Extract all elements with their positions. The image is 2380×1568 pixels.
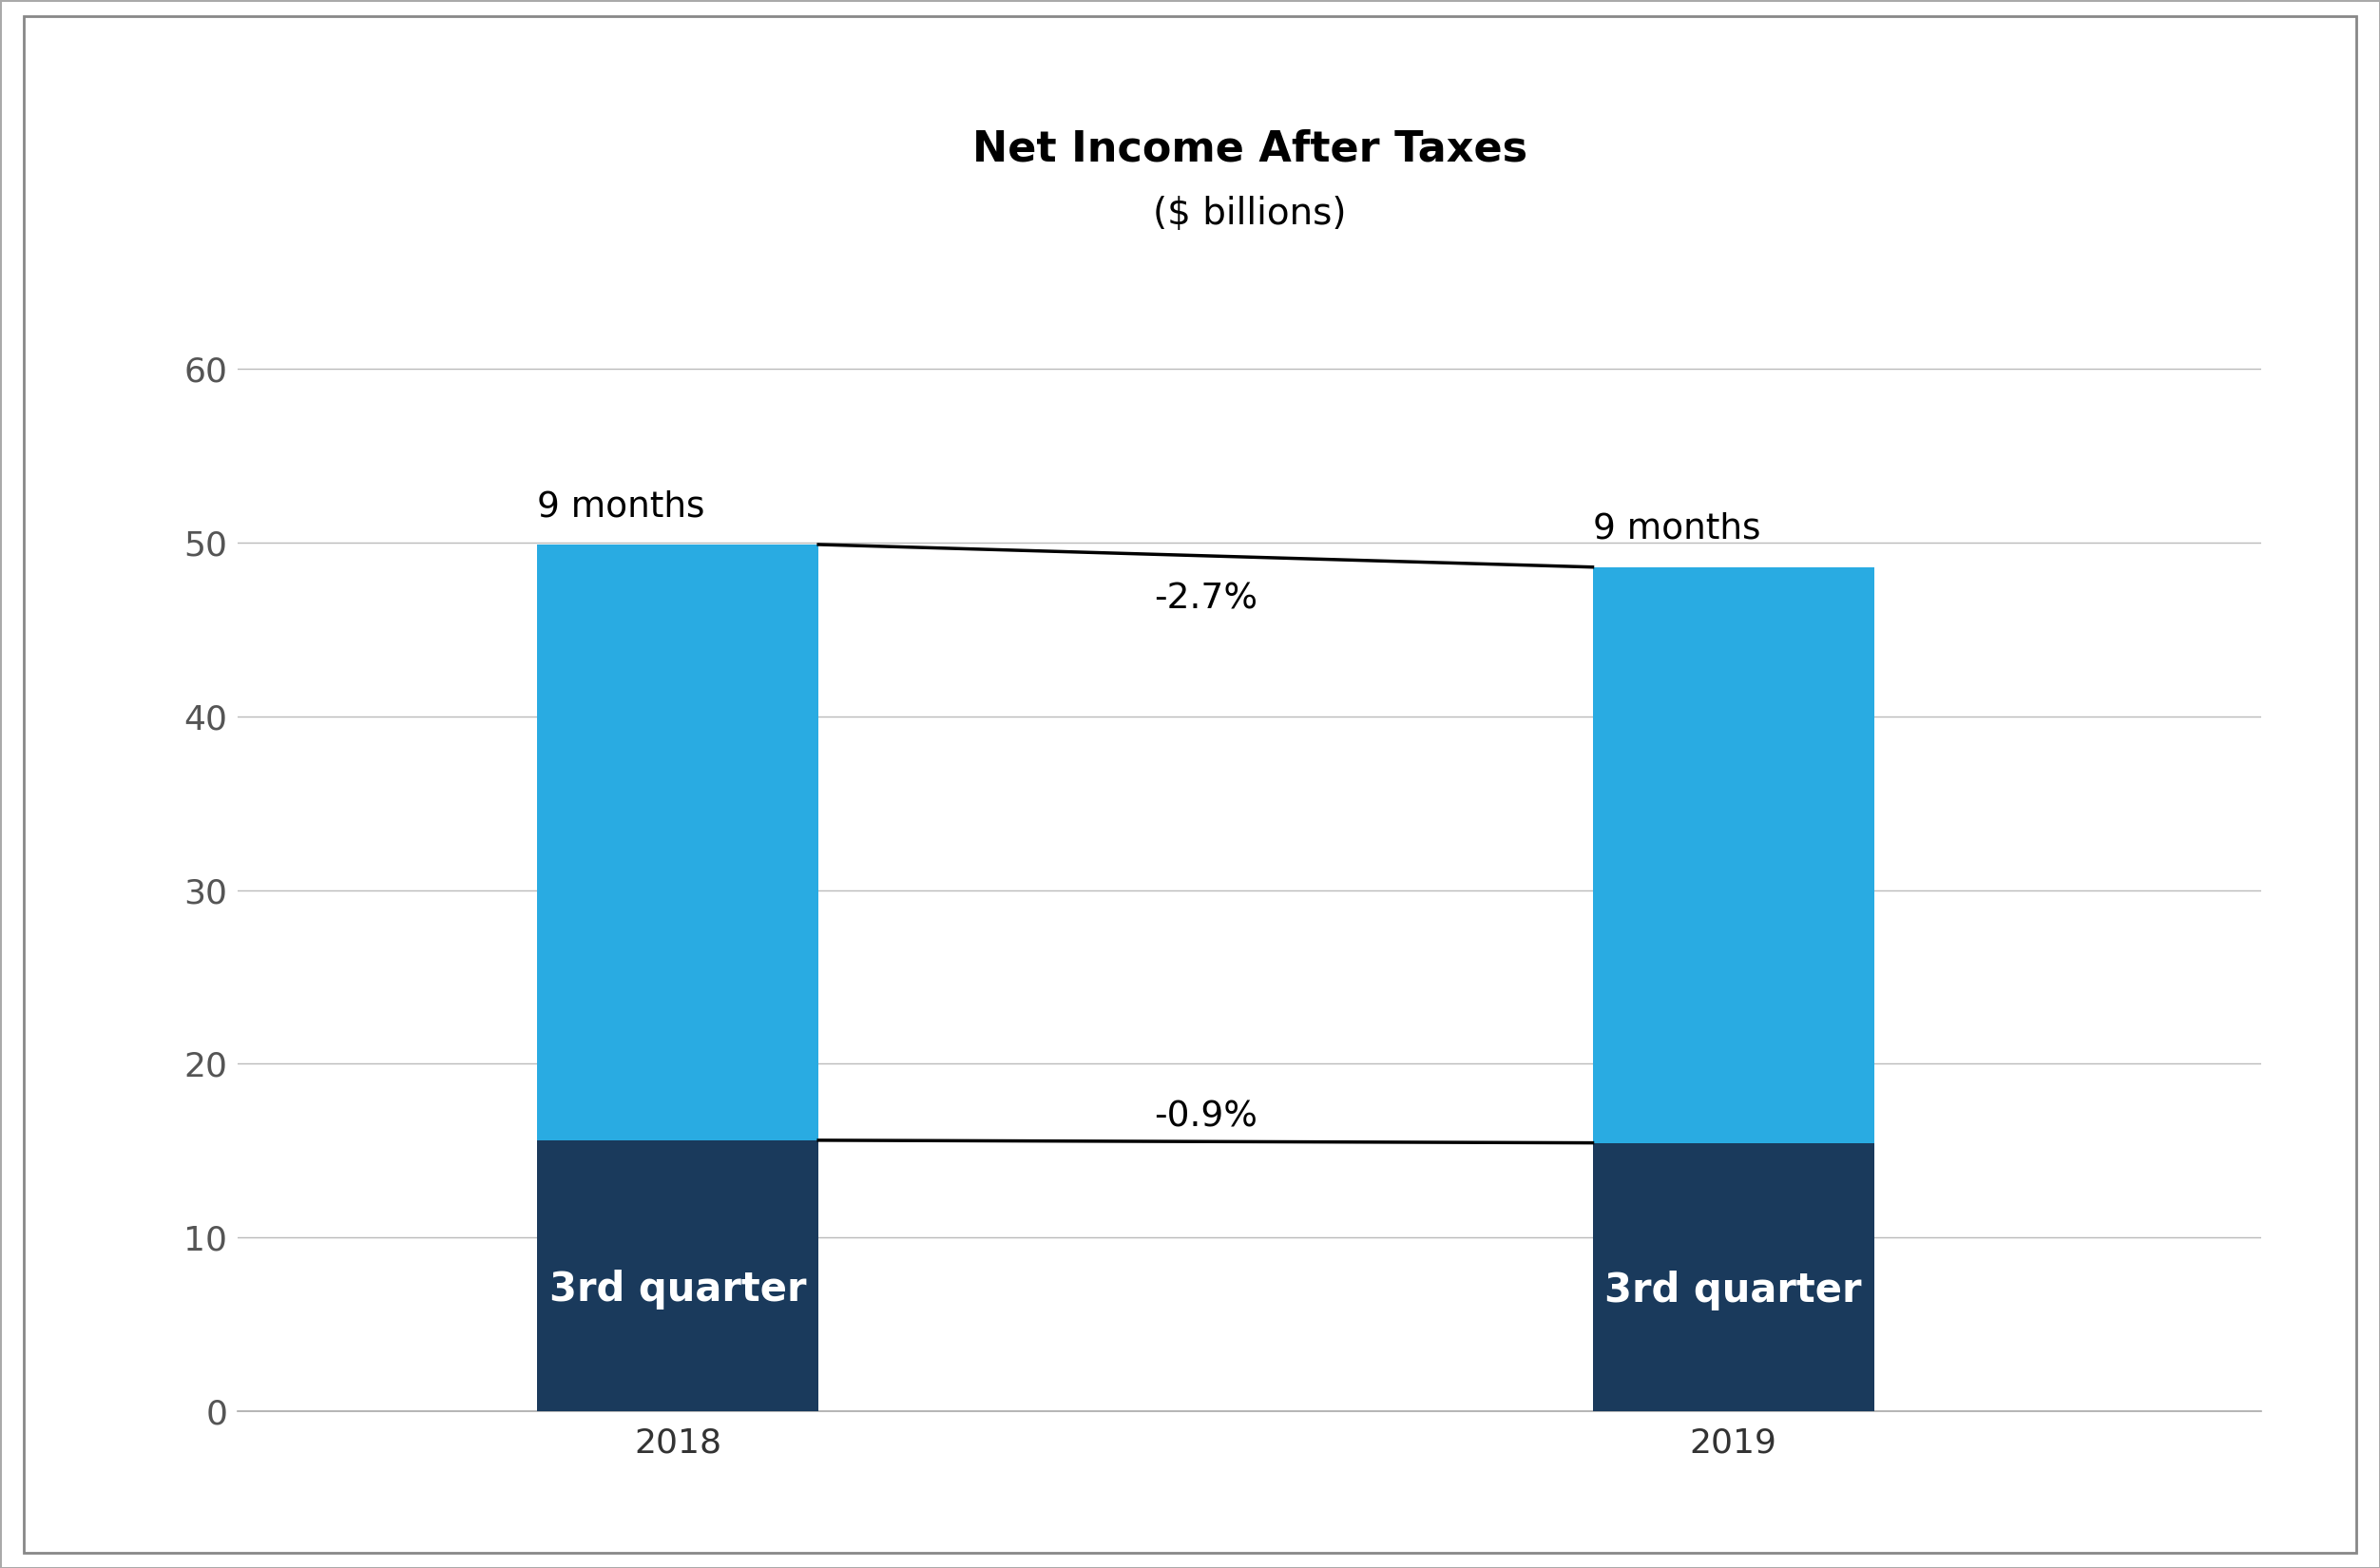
Text: 9 months: 9 months [538, 489, 704, 524]
Text: ($ billions): ($ billions) [1152, 196, 1347, 232]
Text: 3rd quarter: 3rd quarter [1604, 1270, 1861, 1311]
Bar [1592, 1143, 1873, 1411]
Text: 9 months: 9 months [1592, 513, 1761, 546]
Text: 3rd quarter: 3rd quarter [550, 1270, 807, 1309]
Text: Net Income After Taxes: Net Income After Taxes [971, 129, 1528, 169]
Bar [538, 544, 819, 1140]
Text: -2.7%: -2.7% [1154, 582, 1257, 616]
Text: -0.9%: -0.9% [1154, 1101, 1257, 1135]
Bar [538, 1140, 819, 1411]
Bar [1592, 568, 1873, 1143]
